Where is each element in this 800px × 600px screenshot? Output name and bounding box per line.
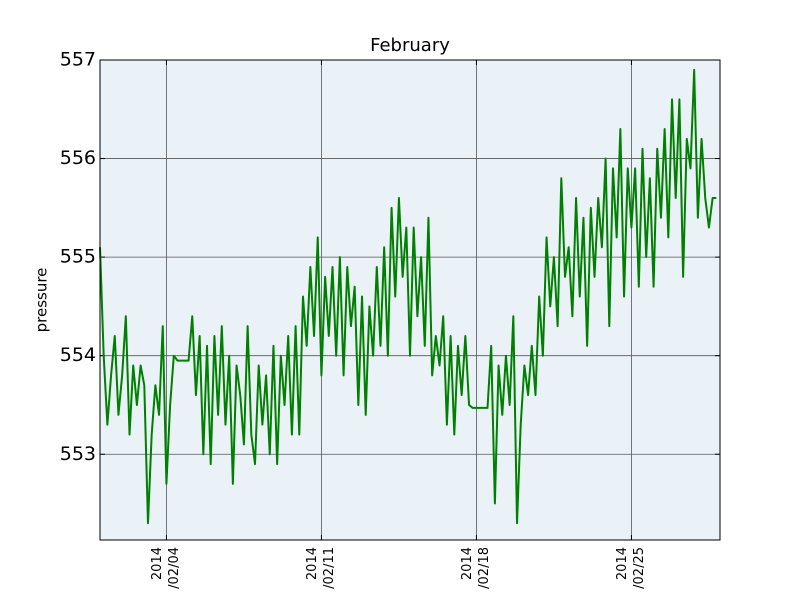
y-tick-label: 553 <box>60 443 96 465</box>
x-tick-label: 2014 /02/25 <box>615 547 648 589</box>
x-tick-label: 2014 /02/04 <box>150 547 183 589</box>
plot-background <box>100 60 720 540</box>
y-axis-label: pressure <box>33 268 51 333</box>
y-tick-label: 556 <box>60 147 96 169</box>
y-tick-label: 555 <box>60 246 96 268</box>
plot-frame <box>99 59 721 541</box>
x-tick-label: 2014 /02/11 <box>305 547 338 589</box>
chart-title: February <box>370 35 450 56</box>
x-tick-label: 2014 /02/18 <box>460 547 493 589</box>
y-tick-label: 557 <box>60 49 96 71</box>
y-tick-label: 554 <box>60 344 96 366</box>
data-line <box>99 68 717 525</box>
